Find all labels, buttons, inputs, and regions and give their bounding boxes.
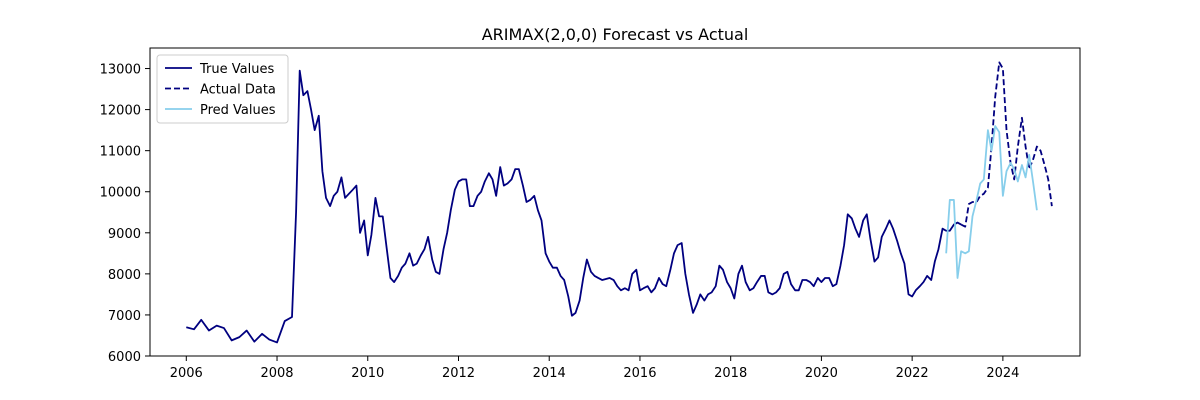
x-tick-label: 2008 (260, 366, 293, 381)
x-tick-label: 2022 (896, 366, 929, 381)
y-tick-label: 6000 (108, 350, 141, 365)
x-tick-label: 2020 (805, 366, 838, 381)
x-tick-label: 2010 (351, 366, 384, 381)
series-layer (186, 61, 1053, 344)
x-tick-label: 2006 (170, 366, 203, 381)
y-tick-label: 13000 (100, 63, 141, 78)
axes-layer: 2006 2008 2010 2012 2014 2016 2018 2020 2022 2024… (100, 47, 1081, 381)
x-tick-label: 2016 (623, 366, 656, 381)
series-line-pred-values (945, 125, 1038, 279)
y-tick-label: 9000 (108, 227, 141, 242)
legend-label: True Values (199, 62, 274, 77)
x-tick-label: 2012 (442, 366, 475, 381)
y-tick-label: 10000 (100, 186, 141, 201)
x-tick-label: 2014 (533, 366, 566, 381)
legend-box (156, 54, 289, 124)
legend: True Values Actual Data Pred Values (156, 54, 289, 124)
chart-title: ARIMAX(2,0,0) Forecast vs Actual (482, 25, 749, 44)
plot-frame (149, 47, 1081, 357)
series-line-actual-data (960, 61, 1053, 228)
y-tick-label: 7000 (108, 309, 141, 324)
x-tick-label: 2024 (986, 366, 1019, 381)
y-tick-label: 8000 (108, 268, 141, 283)
y-tick-label: 12000 (100, 104, 141, 119)
x-tick-label: 2018 (714, 366, 747, 381)
y-tick-label: 11000 (100, 145, 141, 160)
legend-label: Pred Values (200, 103, 276, 118)
series-line-true-values (186, 69, 962, 344)
legend-label: Actual Data (200, 83, 276, 98)
